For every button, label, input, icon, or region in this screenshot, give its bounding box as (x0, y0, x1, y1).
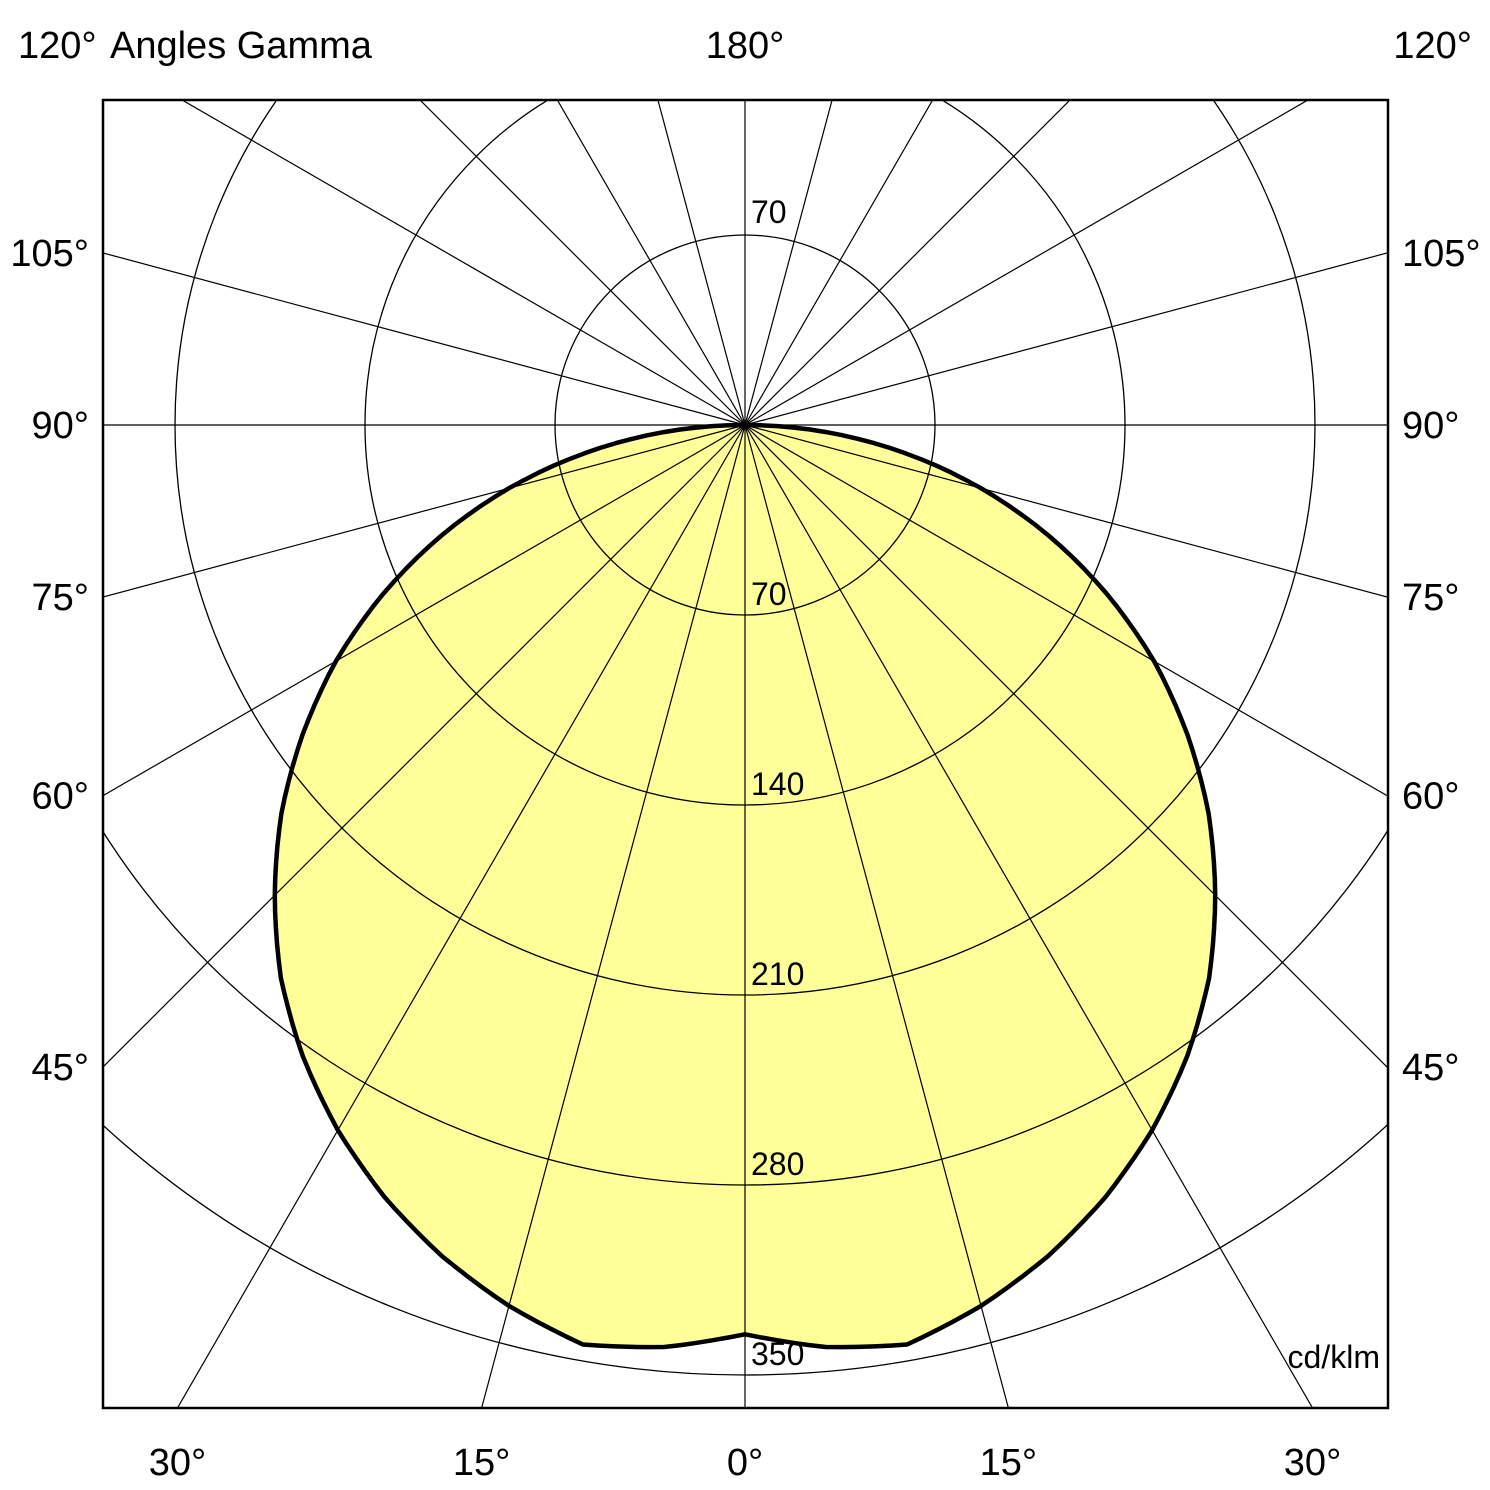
gamma-corner-label-top-right: 120° (1393, 25, 1472, 67)
gamma-ray-150 (744, 100, 934, 426)
chart-frame (101, 98, 1390, 1410)
gamma-corner-label-top-left: 120° (18, 25, 97, 67)
gamma-ray-330 (176, 424, 746, 1408)
units-label: cd/klm (1288, 1339, 1380, 1375)
gamma-ray-120 (744, 100, 1310, 426)
gamma-axis-label-bottom-0: 0° (727, 1442, 763, 1484)
radial-scale-label-210: 210 (751, 956, 804, 992)
gamma-ray-300 (103, 424, 746, 797)
gamma-axis-label-left-75: 75° (32, 577, 89, 619)
radial-scale-label-140: 140 (751, 766, 804, 802)
gamma-axis-label-right-75: 75° (1402, 577, 1459, 619)
gamma-ray-165 (744, 100, 833, 426)
gamma-ray-255 (103, 252, 746, 426)
gamma-axis-label-right-60: 60° (1402, 776, 1459, 818)
gamma-axis-label-right-90: 90° (1402, 405, 1459, 447)
gamma-ray-210 (556, 100, 746, 426)
gamma-ray-105 (744, 252, 1388, 426)
radial-scale-label-upper: 70 (751, 194, 787, 230)
radial-scale-label-70: 70 (751, 576, 787, 612)
gamma-axis-label-left-60: 60° (32, 776, 89, 818)
gamma-ray-60 (744, 424, 1388, 797)
gamma-ray-285 (103, 424, 746, 598)
gamma-axis-label-bottom-neg-30: 30° (149, 1442, 206, 1484)
gamma-ray-75 (744, 424, 1388, 598)
gamma-axis-label-left-105: 105° (10, 233, 89, 275)
gamma-ray-45 (744, 424, 1388, 1069)
chart-title: Angles Gamma (110, 25, 373, 67)
gamma-axis-label-right-105: 105° (1402, 233, 1481, 275)
gamma-axis-label-bottom-30: 30° (1284, 1442, 1341, 1484)
gamma-axis-label-right-45: 45° (1402, 1047, 1459, 1089)
gamma-ray-315 (103, 424, 746, 1068)
gamma-label-top-center: 180° (706, 25, 785, 67)
gamma-axis-label-bottom-15: 15° (980, 1442, 1037, 1484)
radial-scale-label-350: 350 (751, 1336, 804, 1372)
gamma-ray-345 (480, 424, 746, 1408)
radial-scale-label-280: 280 (751, 1146, 804, 1182)
gamma-axis-label-left-90: 90° (32, 405, 89, 447)
gamma-ray-195 (657, 100, 746, 426)
gamma-ray-240 (180, 100, 746, 426)
intensity-curve (272, 422, 1218, 1350)
gamma-ray-15 (744, 424, 1010, 1408)
gamma-axis-label-left-45: 45° (32, 1047, 89, 1089)
gamma-ray-135 (744, 100, 1071, 426)
gamma-ray-225 (419, 100, 746, 426)
gamma-ray-30 (744, 424, 1314, 1408)
gamma-axis-label-bottom-neg-15: 15° (453, 1442, 510, 1484)
